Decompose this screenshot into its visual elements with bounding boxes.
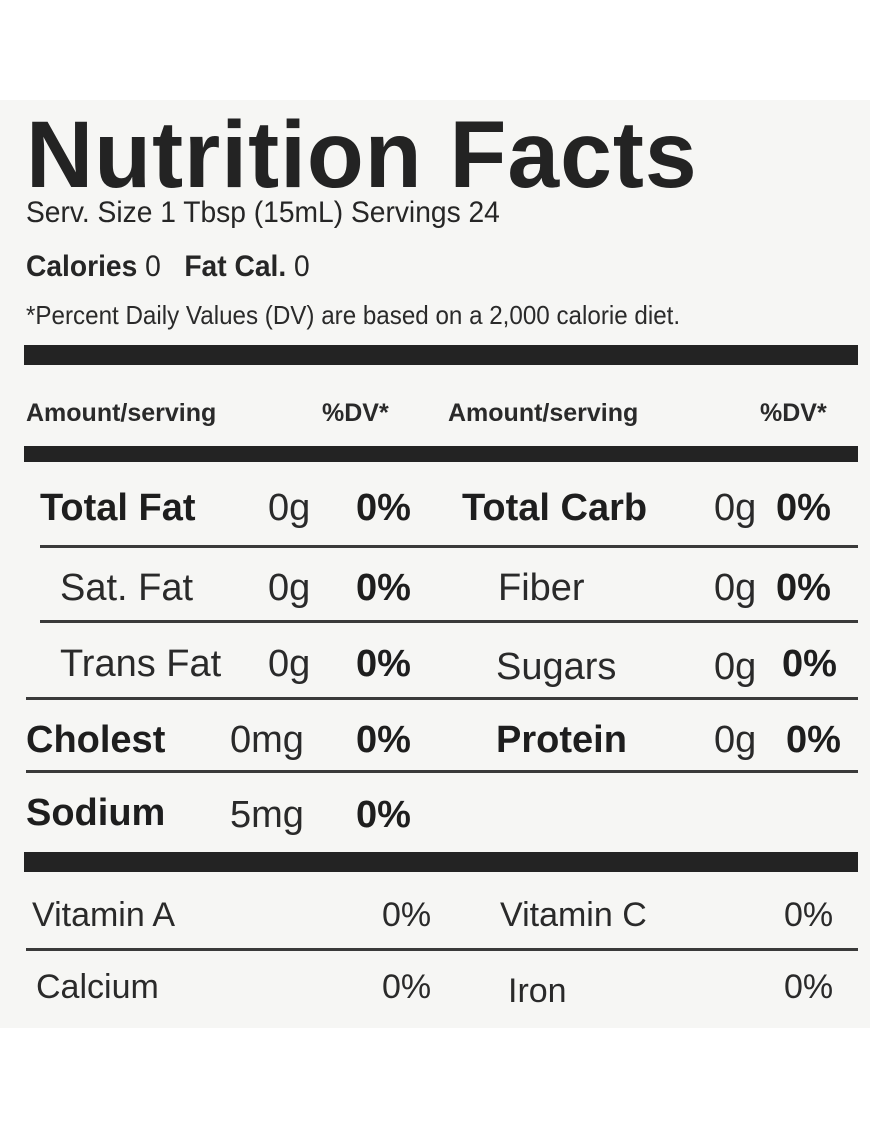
vitamin-dv: 0% bbox=[382, 896, 432, 934]
nutrient-amount: 0g bbox=[714, 646, 757, 688]
nutrient-name: Sodium bbox=[26, 792, 166, 834]
nutrient-name: Cholest bbox=[26, 719, 166, 761]
dv-footnote: *Percent Daily Values (DV) are based on … bbox=[26, 300, 681, 330]
row-divider bbox=[40, 620, 858, 623]
nutrient-name: Total Carb bbox=[462, 487, 648, 529]
divider-thick bbox=[24, 852, 858, 872]
calories-line: Calories 0 Fat Cal. 0 bbox=[26, 252, 310, 282]
nutrient-amount: 0g bbox=[714, 719, 757, 761]
row-divider bbox=[40, 545, 858, 548]
header-dv-left: %DV* bbox=[322, 399, 389, 427]
nutrient-dv: 0% bbox=[356, 719, 411, 761]
row-divider bbox=[26, 770, 858, 773]
row-divider bbox=[26, 697, 858, 700]
nutrient-name: Sat. Fat bbox=[60, 567, 194, 609]
divider-thick bbox=[24, 446, 858, 462]
nutrient-dv: 0% bbox=[356, 487, 411, 529]
header-amount-right: Amount/serving bbox=[448, 399, 639, 427]
nutrient-name: Trans Fat bbox=[60, 643, 222, 685]
nutrient-amount: 0g bbox=[714, 567, 757, 609]
nutrient-amount: 0mg bbox=[230, 719, 304, 761]
nutrient-amount: 0g bbox=[714, 487, 757, 529]
nutrient-name: Protein bbox=[496, 719, 627, 761]
fat-cal-label: Fat Cal. bbox=[184, 250, 287, 283]
header-dv-right: %DV* bbox=[760, 399, 827, 427]
vitamin-dv: 0% bbox=[784, 896, 834, 934]
nutrient-dv: 0% bbox=[776, 567, 831, 609]
vitamin-name: Calcium bbox=[36, 968, 159, 1006]
nutrient-amount: 5mg bbox=[230, 794, 304, 836]
header-amount-left: Amount/serving bbox=[26, 399, 217, 427]
vitamin-name: Vitamin C bbox=[500, 896, 647, 934]
nutrition-label bbox=[0, 100, 870, 1028]
nutrient-dv: 0% bbox=[356, 794, 411, 836]
nutrient-amount: 0g bbox=[268, 567, 311, 609]
vitamin-dv: 0% bbox=[784, 968, 834, 1006]
nutrient-dv: 0% bbox=[782, 643, 837, 685]
vitamin-name: Iron bbox=[508, 972, 567, 1010]
nutrient-amount: 0g bbox=[268, 487, 311, 529]
nutrient-dv: 0% bbox=[356, 643, 411, 685]
nutrient-name: Sugars bbox=[496, 646, 617, 688]
calories-value: 0 bbox=[145, 250, 161, 283]
calories-label: Calories bbox=[26, 250, 138, 283]
label-title: Nutrition Facts bbox=[26, 102, 698, 208]
serving-info: Serv. Size 1 Tbsp (15mL) Servings 24 bbox=[26, 196, 500, 229]
row-divider bbox=[26, 948, 858, 951]
vitamin-name: Vitamin A bbox=[32, 896, 176, 934]
nutrient-name: Total Fat bbox=[40, 487, 196, 529]
divider-thick bbox=[24, 345, 858, 365]
nutrient-dv: 0% bbox=[776, 487, 831, 529]
fat-cal-value: 0 bbox=[294, 250, 310, 283]
vitamin-dv: 0% bbox=[382, 968, 432, 1006]
nutrient-name: Fiber bbox=[498, 567, 585, 609]
nutrient-dv: 0% bbox=[356, 567, 411, 609]
nutrient-dv: 0% bbox=[786, 719, 841, 761]
nutrient-amount: 0g bbox=[268, 643, 311, 685]
